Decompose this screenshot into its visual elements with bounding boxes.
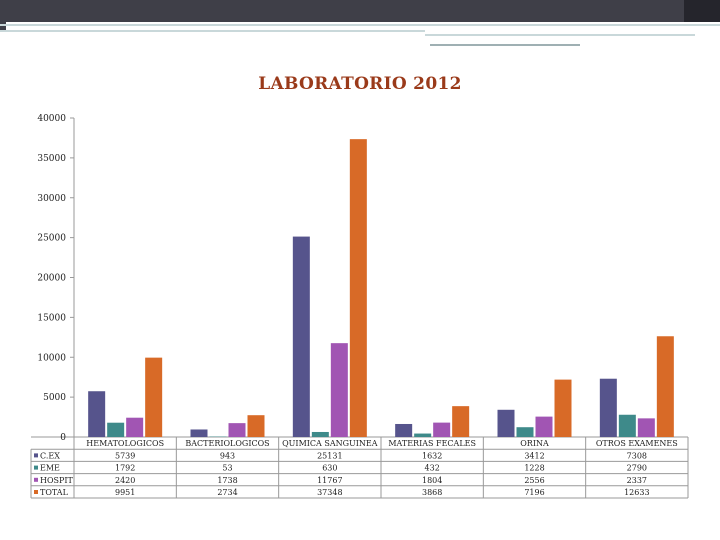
header-rule-2 — [0, 30, 425, 32]
y-tick-label: 30000 — [37, 194, 66, 204]
bar — [618, 414, 636, 437]
bar — [349, 139, 367, 437]
data-value-label: 9951 — [115, 488, 135, 497]
category-label: OTROS EXAMENES — [596, 439, 678, 448]
data-value-label: 5739 — [115, 451, 135, 460]
bar — [107, 422, 125, 437]
bar — [656, 336, 674, 437]
data-value-label: 943 — [220, 451, 235, 460]
y-tick-label: 15000 — [37, 313, 66, 323]
y-tick-label: 0 — [60, 433, 66, 443]
legend-swatch — [34, 490, 38, 494]
bar — [395, 423, 413, 437]
category-label: HEMATOLOGICOS — [86, 439, 164, 448]
data-value-label: 37348 — [317, 488, 342, 497]
bar — [126, 417, 144, 437]
data-value-label: 25131 — [317, 451, 342, 460]
bar — [228, 423, 246, 437]
header-rule-3 — [425, 34, 695, 36]
header-bar-cap — [684, 0, 720, 22]
data-value-label: 2790 — [627, 464, 647, 473]
legend-swatch — [34, 453, 38, 458]
bar — [497, 409, 515, 437]
header-bar — [0, 0, 720, 22]
data-value-label: 7196 — [524, 488, 544, 497]
data-value-label: 53 — [222, 464, 232, 473]
bar — [554, 379, 572, 437]
legend-swatch — [34, 477, 38, 482]
category-label: QUIMICA SANGUINEA — [282, 439, 378, 448]
bar — [516, 427, 534, 437]
bar — [414, 433, 432, 437]
data-value-label: 432 — [425, 464, 440, 473]
legend-swatch — [34, 465, 38, 470]
data-value-label: 3412 — [524, 451, 544, 460]
data-value-label: 1804 — [422, 476, 442, 485]
legend-label: TOTAL — [40, 488, 69, 497]
category-label: ORINA — [520, 439, 549, 448]
bar — [599, 378, 617, 437]
data-value-label: 2556 — [524, 476, 544, 485]
data-value-label: 7308 — [627, 451, 647, 460]
data-value-label: 2734 — [217, 488, 237, 497]
data-value-label: 11767 — [317, 476, 342, 485]
bar — [88, 391, 106, 437]
y-tick-label: 5000 — [43, 393, 66, 403]
bar — [637, 418, 655, 437]
header-rule-4 — [430, 44, 580, 46]
data-value-label: 1228 — [524, 464, 544, 473]
data-value-label: 1792 — [115, 464, 135, 473]
y-tick-label: 40000 — [37, 114, 66, 124]
data-value-label: 3868 — [422, 488, 442, 497]
y-tick-label: 25000 — [37, 234, 66, 244]
bar — [433, 422, 451, 437]
chart-title: LABORATORIO 2012 — [258, 74, 462, 94]
bar — [535, 416, 553, 437]
y-tick-label: 35000 — [37, 154, 66, 164]
data-value-label: 630 — [322, 464, 337, 473]
header-rule-1 — [0, 24, 720, 26]
data-value-label: 1632 — [422, 451, 442, 460]
legend-label: EME — [40, 464, 60, 473]
bar — [311, 431, 329, 437]
data-value-label: 2420 — [115, 476, 135, 485]
y-tick-label: 10000 — [37, 353, 66, 363]
bar — [452, 406, 470, 437]
bar — [145, 357, 163, 437]
header-notch — [0, 22, 6, 32]
bar — [190, 429, 208, 437]
data-value-label: 1738 — [217, 476, 237, 485]
y-tick-label: 20000 — [37, 274, 66, 284]
bar — [330, 343, 348, 437]
category-label: MATERIAS FECALES — [388, 439, 476, 448]
legend-label: HOSPIT — [40, 476, 74, 485]
data-value-label: 2337 — [627, 476, 647, 485]
bar — [247, 415, 265, 437]
bar — [292, 236, 310, 437]
data-value-label: 12633 — [624, 488, 649, 497]
legend-label: C.EX — [40, 451, 60, 460]
category-label: BACTERIOLOGICOS — [185, 439, 269, 448]
